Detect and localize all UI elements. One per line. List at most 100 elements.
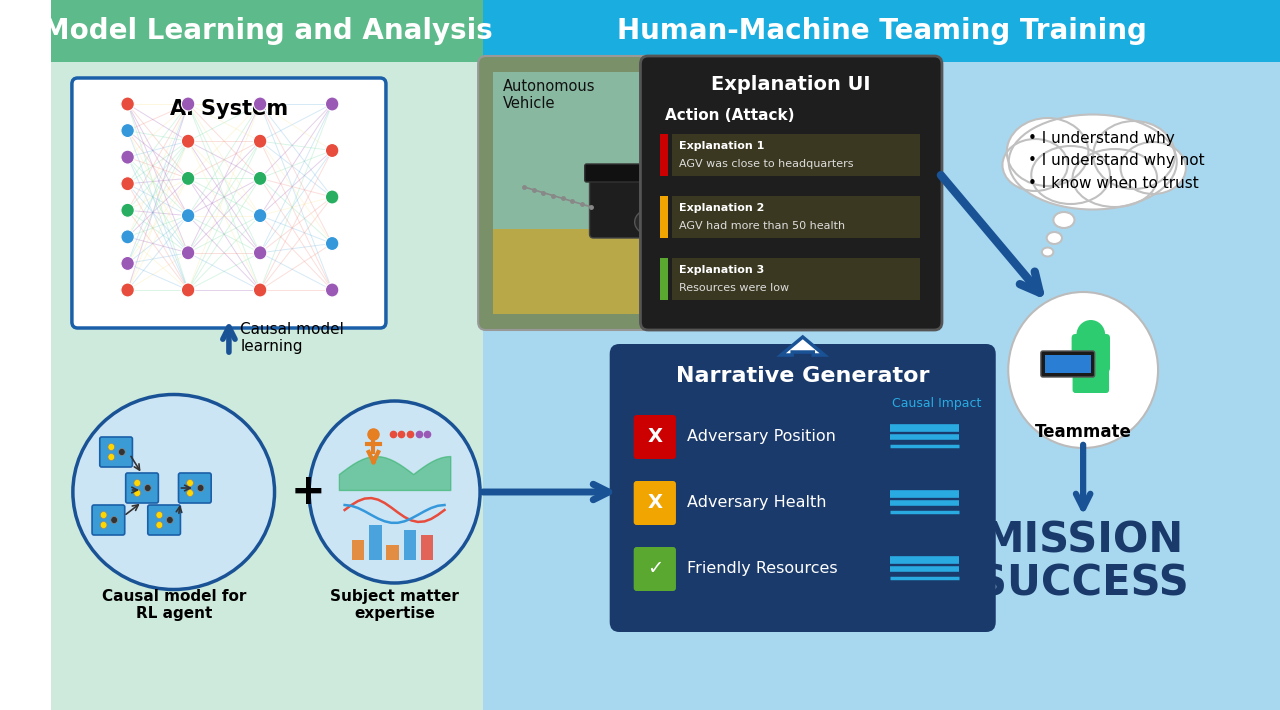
Text: Causal model
learning: Causal model learning <box>241 322 344 354</box>
Text: Action (Attack): Action (Attack) <box>666 109 795 124</box>
Circle shape <box>100 522 108 528</box>
Text: Teammate: Teammate <box>1034 423 1132 441</box>
Bar <box>403 530 416 560</box>
Text: X: X <box>648 493 662 511</box>
Bar <box>352 540 365 560</box>
FancyBboxPatch shape <box>672 196 920 238</box>
FancyBboxPatch shape <box>672 134 920 176</box>
FancyBboxPatch shape <box>72 78 387 328</box>
FancyBboxPatch shape <box>634 547 676 591</box>
FancyBboxPatch shape <box>1044 355 1091 373</box>
FancyBboxPatch shape <box>494 229 844 314</box>
Circle shape <box>111 516 118 523</box>
Circle shape <box>1076 320 1105 350</box>
Text: Explanation UI: Explanation UI <box>712 75 870 94</box>
Text: Subject matter
expertise: Subject matter expertise <box>330 589 460 621</box>
FancyBboxPatch shape <box>672 258 920 300</box>
Circle shape <box>253 134 266 148</box>
Circle shape <box>145 484 151 491</box>
FancyBboxPatch shape <box>634 481 676 525</box>
Circle shape <box>120 177 134 191</box>
Text: • I understand why not: • I understand why not <box>1028 153 1204 168</box>
Ellipse shape <box>1009 114 1176 209</box>
Ellipse shape <box>1120 142 1185 194</box>
Text: Autonomous
Vehicle: Autonomous Vehicle <box>503 79 595 111</box>
Text: Resources were low: Resources were low <box>678 283 788 293</box>
Text: AI System: AI System <box>170 99 288 119</box>
Circle shape <box>325 190 339 204</box>
Circle shape <box>120 256 134 271</box>
Ellipse shape <box>1032 146 1110 204</box>
Ellipse shape <box>1047 232 1062 244</box>
FancyBboxPatch shape <box>585 164 694 182</box>
Circle shape <box>182 171 195 185</box>
FancyBboxPatch shape <box>659 196 668 238</box>
Circle shape <box>325 97 339 111</box>
Ellipse shape <box>73 395 274 589</box>
Text: AGV had more than 50 health: AGV had more than 50 health <box>678 221 845 231</box>
Ellipse shape <box>635 208 673 236</box>
Circle shape <box>120 97 134 111</box>
Text: X: X <box>648 427 662 445</box>
Text: • I understand why: • I understand why <box>1028 131 1175 146</box>
Circle shape <box>187 479 193 486</box>
Ellipse shape <box>1093 121 1175 189</box>
Ellipse shape <box>1053 212 1074 228</box>
Text: Explanation 1: Explanation 1 <box>678 141 764 151</box>
Text: Friendly Resources: Friendly Resources <box>686 560 837 576</box>
Text: Model Learning and Analysis: Model Learning and Analysis <box>42 17 493 45</box>
FancyBboxPatch shape <box>634 415 676 459</box>
Text: AGV was close to headquarters: AGV was close to headquarters <box>678 159 854 169</box>
Circle shape <box>120 283 134 297</box>
Circle shape <box>156 522 163 528</box>
FancyBboxPatch shape <box>1071 334 1110 372</box>
Text: Narrative Generator: Narrative Generator <box>676 366 929 386</box>
FancyBboxPatch shape <box>1073 363 1108 393</box>
Circle shape <box>166 516 173 523</box>
Circle shape <box>253 283 266 297</box>
Circle shape <box>182 209 195 223</box>
FancyBboxPatch shape <box>178 473 211 503</box>
FancyBboxPatch shape <box>659 258 668 300</box>
Bar <box>369 525 381 560</box>
Text: • I know when to trust: • I know when to trust <box>1028 177 1199 192</box>
Circle shape <box>197 484 204 491</box>
FancyBboxPatch shape <box>51 0 484 710</box>
Ellipse shape <box>1042 248 1053 256</box>
FancyArrow shape <box>781 337 824 355</box>
Ellipse shape <box>1002 139 1068 191</box>
FancyBboxPatch shape <box>590 170 690 238</box>
Circle shape <box>120 230 134 244</box>
Circle shape <box>325 236 339 251</box>
Ellipse shape <box>308 401 480 583</box>
Circle shape <box>108 454 115 461</box>
FancyBboxPatch shape <box>640 56 942 330</box>
Text: Adversary Position: Adversary Position <box>686 429 836 444</box>
FancyBboxPatch shape <box>479 56 859 330</box>
Circle shape <box>120 203 134 217</box>
Text: Causal Impact: Causal Impact <box>891 398 980 410</box>
Bar <box>387 545 399 560</box>
Circle shape <box>119 449 125 456</box>
Circle shape <box>253 171 266 185</box>
Text: Human-Machine Teaming Training: Human-Machine Teaming Training <box>617 17 1147 45</box>
Circle shape <box>253 97 266 111</box>
FancyBboxPatch shape <box>100 437 132 467</box>
Circle shape <box>325 143 339 158</box>
FancyBboxPatch shape <box>659 134 668 176</box>
Text: MISSION
SUCCESS: MISSION SUCCESS <box>977 519 1189 605</box>
Ellipse shape <box>1073 149 1157 207</box>
Circle shape <box>120 150 134 164</box>
Text: Adversary Health: Adversary Health <box>686 494 826 510</box>
Text: Explanation 3: Explanation 3 <box>678 265 764 275</box>
Circle shape <box>182 97 195 111</box>
FancyBboxPatch shape <box>494 72 844 232</box>
FancyBboxPatch shape <box>147 505 180 535</box>
FancyBboxPatch shape <box>92 505 124 535</box>
FancyBboxPatch shape <box>484 0 1280 710</box>
Circle shape <box>1009 292 1158 448</box>
Circle shape <box>156 511 163 518</box>
FancyBboxPatch shape <box>51 0 484 62</box>
Circle shape <box>325 283 339 297</box>
Text: +: + <box>291 471 325 513</box>
